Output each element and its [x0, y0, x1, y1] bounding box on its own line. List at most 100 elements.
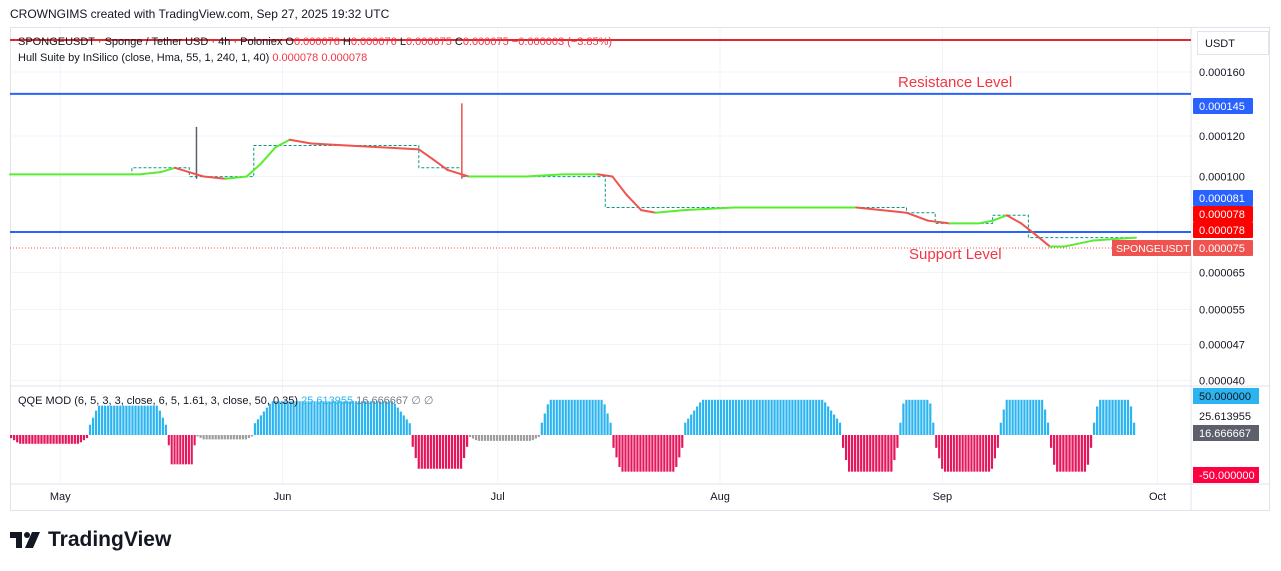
qqe-axis-label-box — [1193, 467, 1259, 483]
qqe-bar — [184, 435, 188, 465]
qqe-null-1: ∅ — [411, 395, 421, 407]
y-tick-label: 0.000100 — [1199, 172, 1245, 184]
support-annotation: Support Level — [909, 246, 1002, 263]
hull-segment — [310, 142, 349, 147]
qqe-bar — [923, 399, 926, 435]
qqe-bar — [522, 435, 525, 441]
qqe-bar — [1062, 435, 1065, 472]
symbol-title[interactable]: SPONGEUSDT · Sponge / Tether USD · 4h · … — [18, 36, 283, 48]
qqe-bar — [358, 401, 361, 435]
qqe-bar — [932, 422, 935, 435]
tradingview-logo[interactable]: TradingView — [10, 528, 171, 552]
qqe-bar — [958, 435, 961, 472]
price-axis-label-box — [1193, 240, 1253, 256]
ohlc-low-key: L — [399, 36, 406, 48]
qqe-bar — [943, 435, 947, 472]
qqe-bar — [137, 405, 140, 435]
qqe-bar — [393, 403, 396, 435]
qqe-bar — [64, 435, 67, 444]
qqe-bar — [785, 399, 788, 435]
hull-segment — [991, 214, 1008, 222]
qqe-bar — [173, 435, 176, 465]
qqe-bar — [657, 435, 660, 472]
qqe-bar — [1074, 435, 1077, 472]
qqe-bar — [642, 435, 645, 472]
qqe-bar — [666, 435, 669, 472]
qqe-bar — [920, 399, 923, 435]
qqe-bar — [131, 405, 134, 435]
qqe-bar — [507, 435, 511, 441]
qqe-bar — [202, 435, 205, 440]
x-tick-label: May — [50, 491, 71, 503]
qqe-bar — [1059, 435, 1062, 472]
price-change: −0.000003 (−3.85%) — [511, 36, 613, 48]
qqe-bar — [725, 399, 729, 435]
hull-title[interactable]: Hull Suite by InSilico (close, Hma, 55, … — [18, 52, 270, 64]
qqe-bar — [857, 435, 860, 472]
qqe-bar — [155, 405, 158, 435]
qqe-bar — [322, 401, 325, 435]
qqe-bar — [307, 401, 310, 435]
qqe-bar — [528, 435, 531, 441]
hull-segment — [288, 138, 313, 145]
qqe-bar — [525, 435, 528, 441]
qqe-bar — [767, 399, 770, 435]
qqe-bar — [648, 435, 651, 472]
qqe-bar — [304, 401, 307, 435]
qqe-bar — [651, 435, 654, 472]
qqe-bar — [764, 399, 767, 435]
currency-button[interactable]: USDT — [1197, 31, 1269, 55]
qqe-axis-label: 16.666667 — [1199, 428, 1251, 440]
y-tick-label: 0.000047 — [1199, 339, 1245, 351]
x-tick-label: Oct — [1149, 491, 1166, 503]
x-tick-label: Jun — [274, 491, 292, 503]
qqe-bar — [1005, 399, 1008, 435]
price-axis-label: 0.000075 — [1199, 243, 1245, 255]
ohlc-high-key: H — [342, 36, 351, 48]
qqe-title[interactable]: QQE MOD (6, 5, 3, 3, close, 6, 5, 1.61, … — [18, 395, 299, 407]
qqe-bar — [444, 435, 448, 469]
qqe-bar — [486, 435, 490, 441]
qqe-bar — [295, 401, 298, 435]
qqe-bar — [1046, 422, 1050, 435]
qqe-bar — [878, 435, 881, 472]
qqe-bar — [740, 399, 743, 435]
qqe-bar — [164, 424, 167, 435]
qqe-bar — [1071, 435, 1074, 472]
qqe-bar — [869, 435, 872, 472]
qqe-bar — [851, 435, 854, 472]
qqe-bar — [911, 399, 914, 435]
qqe-bar — [779, 399, 782, 435]
qqe-bar — [214, 435, 217, 440]
qqe-bar — [378, 401, 382, 435]
qqe-bar — [847, 435, 851, 472]
qqe-bar — [854, 435, 857, 472]
qqe-bar — [101, 405, 104, 435]
qqe-bar — [67, 435, 70, 444]
qqe-bar — [429, 435, 432, 469]
hull-segment — [446, 168, 471, 178]
last-price-tag: SPONGEUSDT — [1116, 243, 1190, 255]
qqe-bar — [316, 401, 319, 435]
qqe-bar — [1102, 399, 1105, 435]
qqe-bar — [1053, 435, 1056, 465]
qqe-bar — [794, 399, 797, 435]
qqe-bar — [149, 405, 152, 435]
qqe-bar — [399, 411, 402, 435]
qqe-bar — [555, 399, 558, 435]
qqe-bar — [567, 399, 570, 435]
qqe-bar — [217, 435, 220, 440]
qqe-bar — [1083, 435, 1087, 472]
qqe-bar — [235, 435, 238, 440]
hull-segment — [1020, 222, 1037, 236]
qqe-bar — [82, 435, 86, 441]
qqe-bar — [346, 401, 349, 435]
qqe-bar — [462, 435, 466, 459]
qqe-bar — [987, 435, 991, 472]
qqe-bar — [337, 401, 340, 435]
qqe-bar — [110, 405, 113, 435]
hull-segment — [683, 206, 736, 212]
qqe-bar — [731, 399, 734, 435]
qqe-bar — [633, 435, 636, 472]
